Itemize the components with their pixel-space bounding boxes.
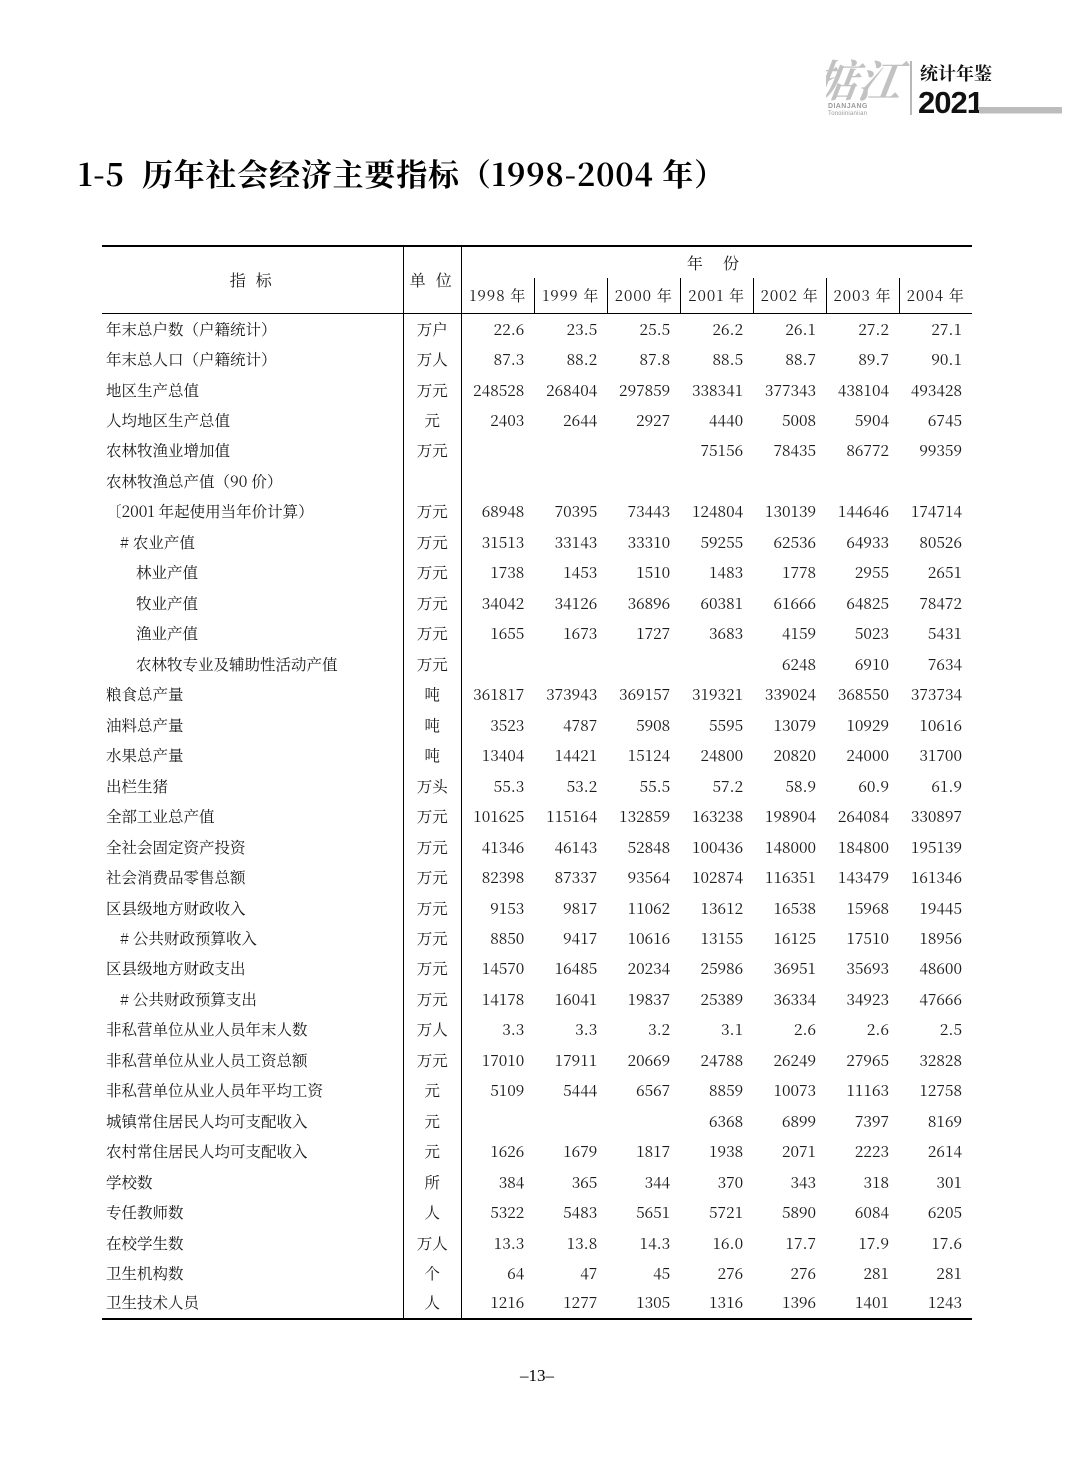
svg-text:Tongjinianjian: Tongjinianjian <box>828 111 867 115</box>
svg-text:统计年鉴: 统计年鉴 <box>920 60 992 86</box>
svg-text:2021: 2021 <box>918 85 984 115</box>
svg-text:掂江: 掂江 <box>826 50 913 110</box>
svg-text:DIANJANG: DIANJANG <box>828 103 868 110</box>
